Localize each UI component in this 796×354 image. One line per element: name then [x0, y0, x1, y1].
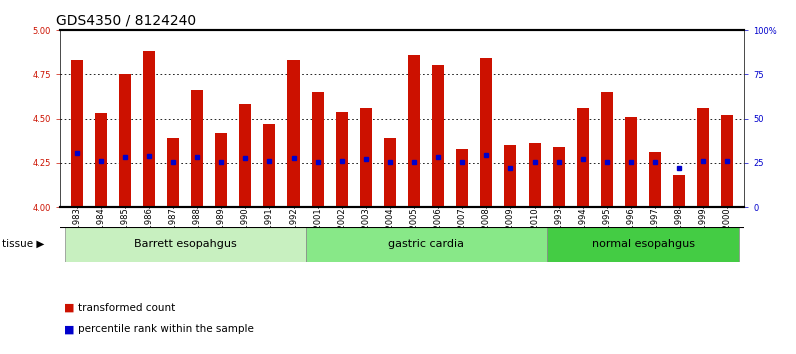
Bar [306, 227, 547, 262]
Text: GSM851997: GSM851997 [650, 207, 660, 258]
Text: transformed count: transformed count [78, 303, 175, 313]
Text: GSM851995: GSM851995 [603, 207, 611, 258]
Text: percentile rank within the sample: percentile rank within the sample [78, 324, 254, 334]
Text: GSM851986: GSM851986 [144, 207, 154, 258]
Text: GSM851987: GSM851987 [169, 207, 178, 258]
Text: GSM851983: GSM851983 [72, 207, 81, 258]
Text: GSM852007: GSM852007 [458, 207, 466, 258]
Bar [71, 60, 83, 207]
Bar [649, 152, 661, 207]
Bar [456, 149, 468, 207]
Bar [119, 74, 131, 207]
Bar [408, 55, 420, 207]
Text: GSM851992: GSM851992 [289, 207, 298, 258]
Text: GSM851985: GSM851985 [120, 207, 129, 258]
Text: GSM851999: GSM851999 [699, 207, 708, 258]
Text: GSM852006: GSM852006 [434, 207, 443, 258]
Text: gastric cardia: gastric cardia [388, 239, 464, 249]
Bar [142, 51, 155, 207]
Text: GSM851989: GSM851989 [217, 207, 226, 258]
Bar [601, 92, 613, 207]
Text: GSM852002: GSM852002 [338, 207, 346, 258]
Text: GSM851993: GSM851993 [554, 207, 563, 258]
Bar [697, 108, 709, 207]
Text: GSM851996: GSM851996 [626, 207, 635, 258]
Bar [529, 143, 540, 207]
Text: GSM852005: GSM852005 [409, 207, 419, 258]
Bar [480, 58, 493, 207]
Bar [360, 108, 372, 207]
Text: Barrett esopahgus: Barrett esopahgus [134, 239, 236, 249]
Bar [336, 112, 348, 207]
Bar [577, 108, 589, 207]
Bar [263, 124, 275, 207]
Text: GSM852004: GSM852004 [385, 207, 395, 258]
Bar [95, 113, 107, 207]
Text: GSM852010: GSM852010 [530, 207, 539, 258]
Text: GSM852001: GSM852001 [313, 207, 322, 258]
Text: GDS4350 / 8124240: GDS4350 / 8124240 [57, 13, 197, 28]
Text: tissue ▶: tissue ▶ [2, 239, 44, 249]
Text: normal esopahgus: normal esopahgus [591, 239, 695, 249]
Bar [64, 227, 306, 262]
Bar [673, 175, 685, 207]
Bar [721, 115, 733, 207]
Text: ■: ■ [64, 324, 74, 334]
Text: GSM851998: GSM851998 [675, 207, 684, 258]
Bar [240, 104, 252, 207]
Text: GSM851990: GSM851990 [241, 207, 250, 258]
Text: ■: ■ [64, 303, 74, 313]
Bar [167, 138, 179, 207]
Bar [625, 117, 637, 207]
Text: GSM851994: GSM851994 [578, 207, 587, 258]
Bar [191, 90, 203, 207]
Bar [432, 65, 444, 207]
Text: GSM852008: GSM852008 [482, 207, 491, 258]
Text: GSM852009: GSM852009 [506, 207, 515, 258]
Bar [287, 60, 299, 207]
Text: GSM851984: GSM851984 [96, 207, 105, 258]
Bar [384, 138, 396, 207]
Bar [552, 147, 564, 207]
Text: GSM851988: GSM851988 [193, 207, 201, 258]
Bar [505, 145, 517, 207]
Text: GSM851991: GSM851991 [265, 207, 274, 258]
Bar [311, 92, 324, 207]
Bar [547, 227, 739, 262]
Bar [215, 133, 227, 207]
Text: GSM852000: GSM852000 [723, 207, 732, 258]
Text: GSM852003: GSM852003 [361, 207, 370, 258]
